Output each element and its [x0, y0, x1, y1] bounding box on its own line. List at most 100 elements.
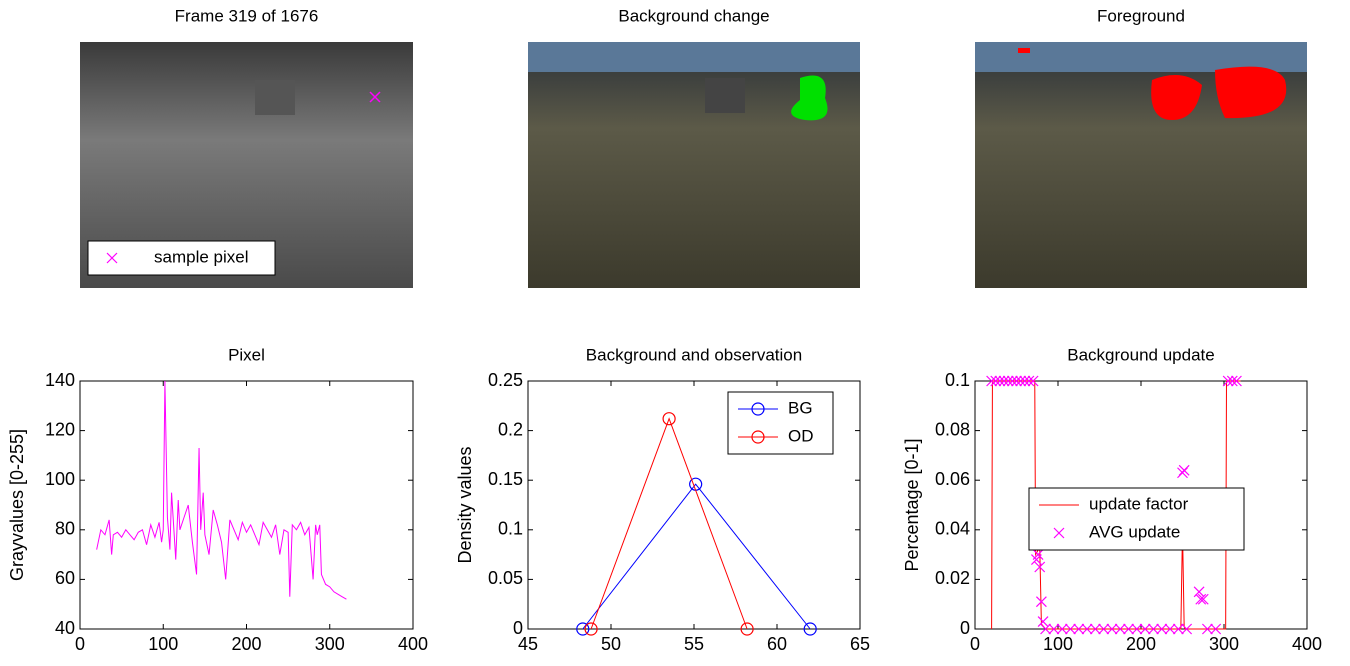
x-tick-label: 400	[1292, 634, 1322, 654]
marker	[1156, 623, 1168, 635]
y-tick-label: 0	[960, 618, 970, 638]
x-tick-label: 200	[231, 634, 261, 654]
marker	[1015, 375, 1027, 387]
marker	[1065, 623, 1076, 635]
y-axis-label: Density values	[455, 446, 475, 563]
legend-label: sample pixel	[154, 247, 249, 266]
chart-title: Background change	[618, 6, 769, 25]
marker	[998, 375, 1010, 387]
marker	[1222, 375, 1234, 387]
marker	[1197, 593, 1209, 605]
legend-box	[1028, 487, 1245, 551]
y-tick-label: 0.25	[488, 370, 523, 390]
y-tick-label: 0	[513, 618, 523, 638]
legend-marker	[751, 402, 765, 416]
legend-box	[727, 391, 834, 455]
marker	[1034, 561, 1046, 573]
marker	[1056, 623, 1068, 635]
marker	[1098, 623, 1110, 635]
marker	[1195, 593, 1207, 605]
series-line	[590, 417, 748, 630]
marker	[1139, 623, 1151, 635]
marker	[1210, 623, 1222, 635]
marker	[1181, 623, 1193, 635]
x-tick-label: 50	[601, 634, 621, 654]
marker	[1006, 375, 1018, 387]
x-tick-label: 100	[148, 634, 178, 654]
marker	[576, 622, 590, 636]
legend-marker	[106, 252, 118, 264]
y-tick-label: 140	[45, 370, 75, 390]
y-tick-label: 0.15	[488, 469, 523, 489]
chart-title: Frame 319 of 1676	[175, 6, 319, 25]
image-foreground	[975, 42, 1307, 288]
marker	[990, 375, 1002, 387]
y-tick-label: 60	[55, 568, 75, 588]
marker	[1048, 623, 1060, 635]
marker	[1172, 623, 1184, 635]
marker	[1037, 616, 1049, 627]
y-tick-label: 0.06	[935, 469, 970, 489]
chart-title: Background and observation	[586, 345, 802, 364]
marker	[1011, 375, 1022, 387]
series-line	[582, 483, 811, 630]
marker	[1081, 623, 1093, 635]
marker	[1089, 623, 1101, 635]
y-axis-label: Grayvalues [0-255]	[7, 429, 27, 581]
marker	[1231, 375, 1242, 387]
legend-label: BG	[788, 398, 813, 417]
legend-label: AVG update	[1089, 522, 1180, 541]
marker	[1131, 623, 1143, 635]
marker	[994, 375, 1006, 387]
y-tick-label: 0.02	[935, 568, 970, 588]
series-line	[96, 380, 347, 600]
marker	[1040, 623, 1051, 635]
x-tick-label: 0	[75, 634, 85, 654]
marker	[803, 622, 817, 636]
marker	[1032, 549, 1044, 561]
x-tick-label: 55	[684, 634, 704, 654]
x-tick-label: 200	[1126, 634, 1156, 654]
y-tick-label: 0.05	[488, 568, 523, 588]
y-tick-label: 100	[45, 469, 75, 489]
y-tick-label: 0.1	[945, 370, 970, 390]
marker	[1002, 375, 1014, 387]
marker	[1019, 375, 1031, 387]
plot-area	[79, 380, 414, 630]
y-tick-label: 120	[45, 419, 75, 439]
y-tick-label: 0.04	[935, 519, 970, 539]
y-tick-label: 0.08	[935, 419, 970, 439]
y-tick-label: 80	[55, 519, 75, 539]
legend-label: update factor	[1089, 494, 1189, 513]
x-tick-label: 100	[1043, 634, 1073, 654]
marker	[584, 622, 598, 636]
marker	[740, 622, 754, 636]
marker	[1148, 623, 1159, 635]
marker	[1178, 464, 1190, 476]
marker	[1164, 623, 1176, 635]
marker	[662, 412, 676, 426]
marker	[1201, 623, 1213, 635]
y-tick-label: 40	[55, 618, 75, 638]
chart-title: Foreground	[1097, 6, 1185, 25]
marker	[1193, 586, 1205, 598]
marker	[1073, 623, 1085, 635]
marker	[1226, 375, 1238, 387]
marker	[986, 375, 998, 387]
marker	[1114, 623, 1126, 635]
marker	[1023, 375, 1035, 387]
marker	[1123, 623, 1134, 635]
x-tick-label: 300	[315, 634, 345, 654]
y-tick-label: 0.1	[498, 519, 523, 539]
x-tick-label: 400	[398, 634, 428, 654]
x-tick-label: 300	[1209, 634, 1239, 654]
x-tick-label: 0	[970, 634, 980, 654]
y-axis-label: Percentage [0-1]	[902, 438, 922, 571]
legend-marker	[751, 430, 765, 444]
legend-label: OD	[788, 426, 814, 445]
chart-title: Pixel	[228, 345, 265, 364]
chart-title: Background update	[1067, 345, 1214, 364]
marker	[1027, 375, 1039, 387]
y-tick-label: 0.2	[498, 419, 523, 439]
